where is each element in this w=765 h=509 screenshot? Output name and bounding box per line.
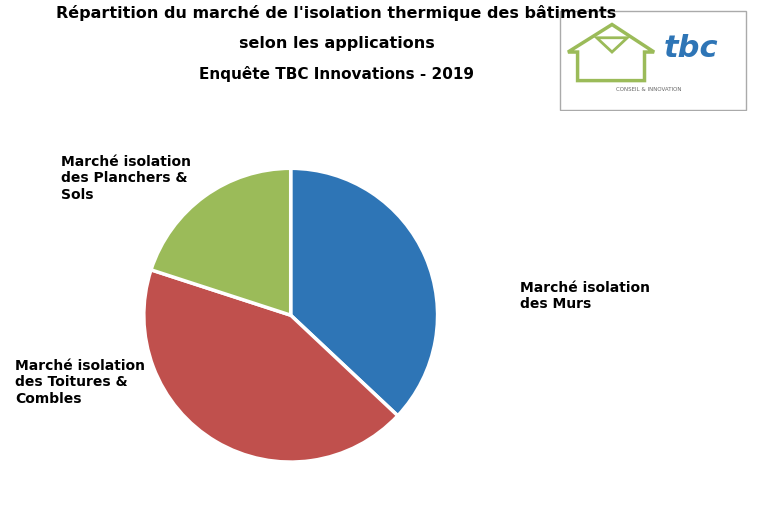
Text: Marché isolation
des Planchers &
Sols: Marché isolation des Planchers & Sols bbox=[61, 155, 191, 201]
Text: tbc: tbc bbox=[663, 35, 718, 63]
Wedge shape bbox=[151, 169, 291, 316]
Wedge shape bbox=[144, 270, 398, 462]
Text: Enquête TBC Innovations - 2019: Enquête TBC Innovations - 2019 bbox=[199, 66, 474, 82]
Wedge shape bbox=[291, 169, 438, 416]
FancyBboxPatch shape bbox=[560, 12, 746, 111]
Text: CONSEIL & INNOVATION: CONSEIL & INNOVATION bbox=[616, 87, 682, 92]
Text: Marché isolation
des Murs: Marché isolation des Murs bbox=[520, 280, 650, 310]
Text: selon les applications: selon les applications bbox=[239, 36, 435, 50]
Text: Répartition du marché de l'isolation thermique des bâtiments: Répartition du marché de l'isolation the… bbox=[57, 5, 617, 21]
Text: Marché isolation
des Toitures &
Combles: Marché isolation des Toitures & Combles bbox=[15, 359, 145, 405]
